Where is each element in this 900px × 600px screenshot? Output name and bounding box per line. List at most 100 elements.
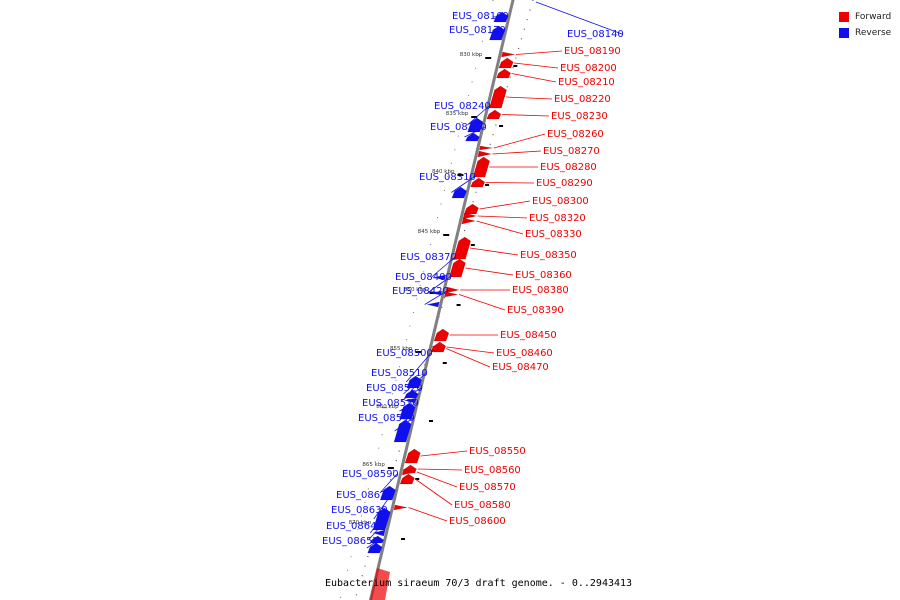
tick-label: 845 kbp (418, 229, 441, 235)
gene-label: EUS_08290 (536, 178, 593, 189)
legend-item-forward: Forward (839, 9, 891, 24)
gene-label: EUS_08160 (452, 11, 509, 22)
gene-label: EUS_08510 (371, 368, 428, 379)
tick-label: 830 kbp (460, 52, 483, 58)
gene-arrow-reverse (372, 529, 386, 537)
gene-arrow-reverse (379, 485, 396, 501)
gene-arrow-forward (393, 504, 408, 511)
gene-eus-08140: EUS_08140 (535, 1, 624, 40)
gene-arrow-forward (444, 291, 458, 298)
forward-swatch-icon (839, 11, 849, 22)
gene-leader-line (464, 126, 486, 138)
gene-leader-line (405, 352, 432, 383)
gene-eus-08320: EUS_08320 (462, 212, 586, 224)
gene-label: EUS_08570 (459, 482, 516, 493)
genome-backbone (368, 0, 515, 600)
tick-label: 865 kbp (362, 462, 385, 468)
gene-leader-line (370, 509, 387, 534)
gene-eus-08170: EUS_08170 (449, 25, 506, 41)
gene-arrow-reverse (493, 11, 509, 23)
gene-arrow-reverse (489, 25, 506, 41)
gene-eus-08290: EUS_08290 (470, 177, 593, 189)
gene-eus-08630: EUS_08630 (331, 505, 388, 537)
gene-label: EUS_08270 (543, 146, 600, 157)
gene-eus-08310: EUS_08310 (419, 172, 476, 199)
gene-label: EUS_08240 (434, 101, 491, 112)
gene-label: EUS_08300 (532, 196, 589, 207)
gene-leader-line (476, 220, 524, 235)
gene-eus-08640: EUS_08640 (326, 521, 385, 544)
gene-leader-line (368, 525, 382, 540)
gene-leader-line (415, 478, 453, 506)
gene-label: EUS_08530 (362, 398, 419, 409)
gene-arrow-forward (448, 258, 466, 278)
gene-leader-line (403, 372, 427, 395)
gene-label: EUS_08260 (547, 129, 604, 140)
gene-leader-line (489, 29, 505, 34)
tick-label: 850 kbp (404, 287, 427, 293)
gene-leader-line (394, 417, 414, 432)
gene-eus-08540: EUS_08540 (358, 413, 415, 443)
gene-arrow-reverse (429, 290, 443, 296)
gene-leader-line (479, 200, 531, 210)
gene-label: EUS_08520 (366, 383, 423, 394)
gene-label: EUS_08360 (515, 270, 572, 281)
gene-leader-line (511, 73, 557, 83)
gene-label: EUS_08220 (554, 94, 611, 105)
gene-label: EUS_08420 (392, 286, 449, 297)
gene-label: EUS_08400 (395, 272, 452, 283)
gene-leader-line (492, 15, 508, 18)
gene-eus-08570: EUS_08570 (401, 468, 516, 493)
gene-arrow-forward (462, 212, 477, 220)
gene-leader-line (493, 133, 546, 149)
tick-label: 840 kbp (432, 169, 455, 175)
gene-eus-08390: EUS_08390 (444, 291, 564, 316)
gene-eus-08350: EUS_08350 (453, 236, 577, 261)
gene-leader-line (417, 468, 463, 471)
gene-eus-08550: EUS_08550 (404, 446, 526, 464)
gene-label: EUS_08560 (464, 465, 521, 476)
gene-arrow-forward (477, 150, 492, 158)
gene-leader-line (505, 96, 553, 100)
gene-leader-line (458, 294, 506, 311)
gene-eus-08230: EUS_08230 (486, 109, 608, 122)
gene-eus-08600: EUS_08600 (393, 504, 506, 527)
gene-arrow-reverse (393, 419, 412, 443)
gene-leader-line (427, 276, 451, 294)
gene-leader-line (416, 471, 458, 488)
gene-leader-line (379, 473, 398, 494)
gene-arrow-forward (399, 473, 415, 485)
gene-label: EUS_08500 (376, 348, 433, 359)
gene-label: EUS_08630 (331, 505, 388, 516)
gene-leader-line (399, 402, 418, 412)
gene-arrow-reverse (367, 542, 383, 554)
legend-item-reverse: Reverse (839, 25, 891, 40)
tick-label: 870 kbp (349, 520, 372, 526)
gene-leader-line (366, 540, 378, 549)
legend-label-reverse: Reverse (855, 27, 892, 38)
gene-eus-08530: EUS_08530 (362, 398, 419, 420)
tick-label: 855 kbp (390, 346, 413, 352)
tick-label: 835 kbp (446, 111, 469, 117)
reverse-swatch-icon (839, 27, 849, 38)
gene-label: EUS_08380 (512, 285, 569, 296)
gene-eus-08650: EUS_08650 (322, 536, 383, 554)
gene-leader-line (485, 182, 535, 184)
gene-eus-08470: EUS_08470 (431, 345, 549, 373)
gene-eus-08210: EUS_08210 (496, 68, 615, 88)
gene-eus-08270: EUS_08270 (477, 146, 600, 158)
gene-eus-08520: EUS_08520 (366, 383, 423, 404)
gene-label: EUS_08580 (454, 500, 511, 511)
legend: Forward Reverse (839, 9, 891, 41)
gene-eus-08380: EUS_08380 (445, 285, 569, 296)
gene-eus-08240: EUS_08240 (434, 101, 491, 133)
gene-arrow-reverse (451, 186, 467, 199)
gene-eus-08160: EUS_08160 (452, 11, 509, 23)
gene-label: EUS_08140 (567, 29, 624, 40)
gene-arrow-forward (445, 286, 459, 294)
gene-eus-08590: EUS_08590 (342, 469, 399, 501)
gene-label: EUS_08200 (560, 63, 617, 74)
gene-label: EUS_08350 (520, 250, 577, 261)
gene-label: EUS_08280 (540, 162, 597, 173)
